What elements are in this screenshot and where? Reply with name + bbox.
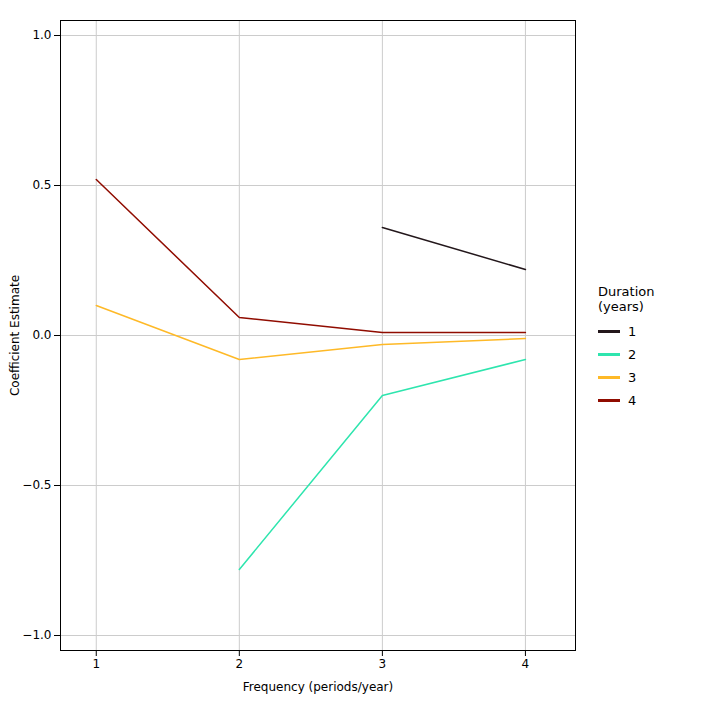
html-text:4: 4 <box>628 393 637 408</box>
svg-text:1: 1 <box>92 657 100 671</box>
svg-text:0.0: 0.0 <box>32 328 51 342</box>
svg-text:0.5: 0.5 <box>32 178 51 192</box>
svg-text:4: 4 <box>522 657 530 671</box>
svg-text:Coefficient Estimate: Coefficient Estimate <box>8 275 22 396</box>
html-text:3: 3 <box>628 370 637 385</box>
svg-text:2: 2 <box>235 657 243 671</box>
svg-text:Frequency (periods/year): Frequency (periods/year) <box>243 680 393 694</box>
svg-text:−1.0: −1.0 <box>22 628 51 642</box>
svg-text:3: 3 <box>379 657 387 671</box>
html-text:2: 2 <box>628 347 637 362</box>
svg-text:−0.5: −0.5 <box>22 478 51 492</box>
svg-text:1.0: 1.0 <box>32 28 51 42</box>
html-text:1: 1 <box>628 324 637 339</box>
html-text:Duration (years): Duration (years) <box>598 284 655 314</box>
